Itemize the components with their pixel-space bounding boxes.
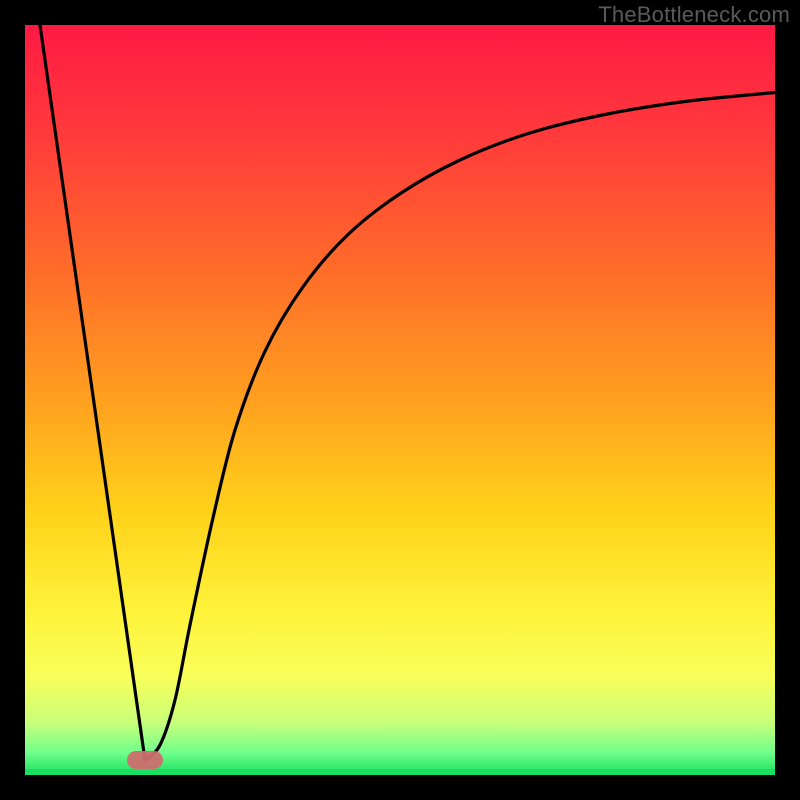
valley-marker bbox=[127, 751, 163, 769]
baseline-highlight bbox=[25, 769, 775, 775]
curve-layer bbox=[25, 25, 775, 775]
gradient-background bbox=[25, 25, 775, 775]
chart-container: TheBottleneck.com bbox=[0, 0, 800, 800]
plot-area bbox=[25, 25, 775, 775]
watermark-text: TheBottleneck.com bbox=[598, 2, 790, 28]
